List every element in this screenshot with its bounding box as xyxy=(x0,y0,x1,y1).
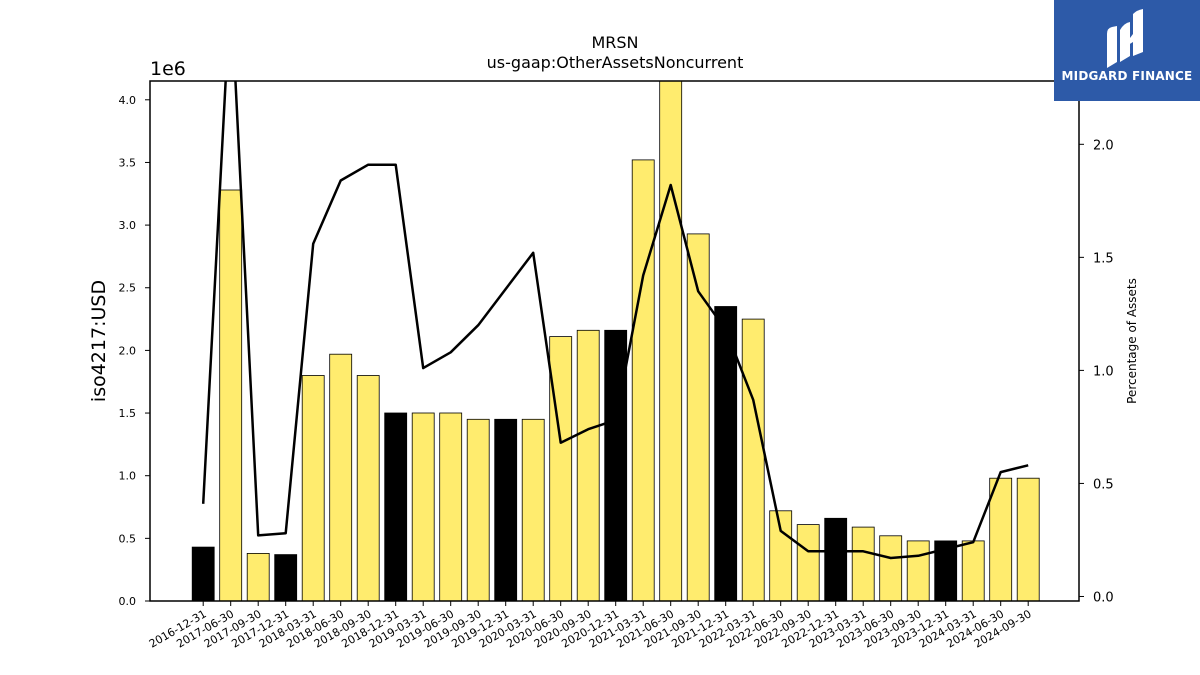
x-axis-ticks: 2016-12-312017-06-302017-09-302017-12-31… xyxy=(147,601,1034,651)
series-line xyxy=(201,81,1029,560)
y-offset-label: 1e6 xyxy=(150,58,186,80)
bar xyxy=(356,375,380,602)
y-tick-label: 1.5 xyxy=(119,407,137,420)
bar xyxy=(411,412,435,602)
bar xyxy=(219,189,243,602)
y-tick-label: 2.5 xyxy=(119,282,137,295)
logo-mark-icon xyxy=(1107,9,1143,68)
y-tick-label: 0.0 xyxy=(119,595,137,608)
y-tick-label: 4.0 xyxy=(119,94,137,107)
bar xyxy=(549,336,573,602)
bar xyxy=(851,526,875,602)
bar xyxy=(741,318,765,602)
y-tick-label: 0.5 xyxy=(119,532,137,545)
bar xyxy=(384,412,408,602)
bar xyxy=(989,477,1013,602)
bar xyxy=(604,329,628,602)
y2-tick-label: 1.5 xyxy=(1093,251,1114,266)
bar xyxy=(439,412,463,602)
bar xyxy=(824,517,848,602)
bar xyxy=(631,159,655,602)
chart-title: MRSN xyxy=(591,33,638,52)
bar xyxy=(906,540,930,602)
bar xyxy=(1016,477,1040,602)
y-tick-label: 3.5 xyxy=(119,156,137,169)
y2-axis-label: Percentage of Assets xyxy=(1125,278,1139,404)
y-tick-label: 2.0 xyxy=(119,344,137,357)
bar xyxy=(274,554,298,602)
plot-frame xyxy=(149,80,1080,602)
y-tick-label: 1.0 xyxy=(119,470,137,483)
chart-subtitle: us-gaap:OtherAssetsNoncurrent xyxy=(487,53,744,72)
y2-tick-label: 0.0 xyxy=(1093,590,1114,605)
bar xyxy=(659,80,683,602)
bar xyxy=(494,418,518,602)
bar xyxy=(879,535,903,602)
bar xyxy=(576,329,600,602)
y-axis-ticks: 0.0 0.5 1.0 1.5 2.0 2.5 3.0 3.5 4.0 xyxy=(119,94,150,608)
bar xyxy=(521,418,545,602)
logo-text: MIDGARD FINANCE xyxy=(1061,69,1193,83)
bars-group xyxy=(191,80,1040,602)
bar xyxy=(961,540,985,602)
line-group xyxy=(201,81,1029,560)
y2-tick-label: 2.0 xyxy=(1093,138,1114,153)
y-tick-label: 3.0 xyxy=(119,219,137,232)
y2-tick-label: 1.0 xyxy=(1093,364,1114,379)
bar xyxy=(769,510,793,602)
y2-axis-ticks: 0.0 0.5 1.0 1.5 2.0 xyxy=(1079,138,1114,605)
bar xyxy=(796,524,820,602)
y2-tick-label: 0.5 xyxy=(1093,477,1114,492)
y-axis-label: iso4217:USD xyxy=(88,280,110,402)
bar xyxy=(246,553,270,602)
logo: MIDGARD FINANCE xyxy=(1054,0,1200,101)
bar xyxy=(191,546,215,602)
bar xyxy=(301,375,325,602)
bar xyxy=(329,353,353,602)
bar xyxy=(466,418,490,602)
